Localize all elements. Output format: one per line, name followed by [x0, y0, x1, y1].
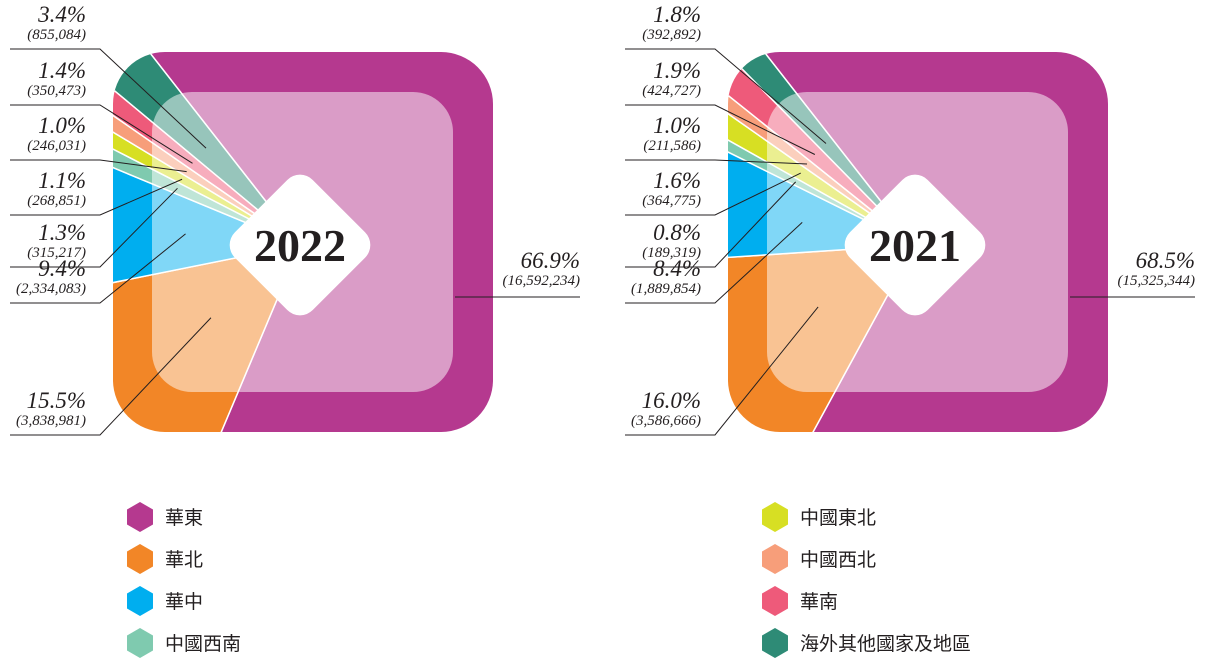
data-label: 16.0%	[642, 388, 701, 413]
legend-label: 海外其他國家及地區	[800, 633, 971, 655]
data-label-count: (2,334,083)	[16, 281, 86, 297]
legend-label: 中國西南	[165, 633, 241, 655]
leader-line	[10, 233, 186, 304]
legend-label: 中國東北	[800, 507, 876, 529]
data-label: 1.0%	[653, 113, 701, 138]
legend-swatch	[762, 544, 788, 574]
data-label: 1.1%	[38, 168, 86, 193]
data-label-count: (855,084)	[27, 27, 86, 43]
legend-swatch	[127, 502, 153, 532]
legend-swatch	[127, 628, 153, 658]
data-label: 1.9%	[653, 58, 701, 83]
data-label: 1.0%	[38, 113, 86, 138]
data-label-count: (16,592,234)	[503, 273, 581, 289]
legend-swatch	[762, 586, 788, 616]
leader-line	[625, 172, 801, 216]
legend-label: 華東	[165, 507, 203, 529]
leader-line	[625, 104, 816, 155]
leader-line	[10, 159, 187, 173]
legend-label: 中國西北	[800, 549, 876, 571]
data-label: 1.8%	[653, 2, 701, 27]
data-label: 1.3%	[38, 220, 86, 245]
data-label: 1.6%	[653, 168, 701, 193]
leader-line	[625, 222, 803, 304]
leader-line	[10, 104, 193, 164]
data-label-count: (1,889,854)	[631, 281, 701, 297]
data-label: 8.4%	[653, 256, 701, 281]
data-label-count: (211,586)	[643, 138, 701, 154]
data-label: 3.4%	[37, 2, 86, 27]
data-label-count: (268,851)	[27, 193, 86, 209]
data-label-count: (189,319)	[642, 245, 701, 261]
data-label-count: (350,473)	[27, 83, 86, 99]
legend-swatch	[762, 628, 788, 658]
data-label: 0.8%	[653, 220, 701, 245]
data-label: 15.5%	[27, 388, 86, 413]
leader-line	[10, 48, 207, 149]
year-badge	[229, 174, 371, 316]
data-label: 9.4%	[38, 256, 86, 281]
leader-line	[625, 181, 797, 268]
data-label-count: (246,031)	[27, 138, 86, 154]
legend-label: 華北	[165, 549, 203, 571]
pie	[113, 52, 493, 432]
data-label-count: (392,892)	[642, 27, 701, 43]
legend-swatch	[762, 502, 788, 532]
leader-line	[10, 178, 183, 216]
data-label: 1.4%	[38, 58, 86, 83]
data-label: 68.5%	[1136, 248, 1195, 273]
data-label-count: (424,727)	[642, 83, 701, 99]
leader-line	[625, 159, 808, 165]
leader-line	[625, 306, 819, 436]
data-label-count: (15,325,344)	[1118, 273, 1196, 289]
legend-label: 華中	[165, 591, 203, 613]
data-label-count: (315,217)	[27, 245, 86, 261]
legend-swatch	[127, 586, 153, 616]
leader-line	[10, 317, 212, 436]
year-badge	[844, 174, 986, 316]
legend-swatch	[127, 544, 153, 574]
leader-line	[10, 187, 178, 268]
chart-title: 2022	[254, 220, 346, 271]
legend-label: 華南	[800, 591, 838, 613]
data-label: 66.9%	[521, 248, 580, 273]
chart-title: 2021	[869, 220, 961, 271]
leader-line	[625, 48, 827, 144]
data-label-count: (3,586,666)	[631, 413, 701, 429]
data-label-count: (3,838,981)	[16, 413, 86, 429]
data-label-count: (364,775)	[642, 193, 701, 209]
